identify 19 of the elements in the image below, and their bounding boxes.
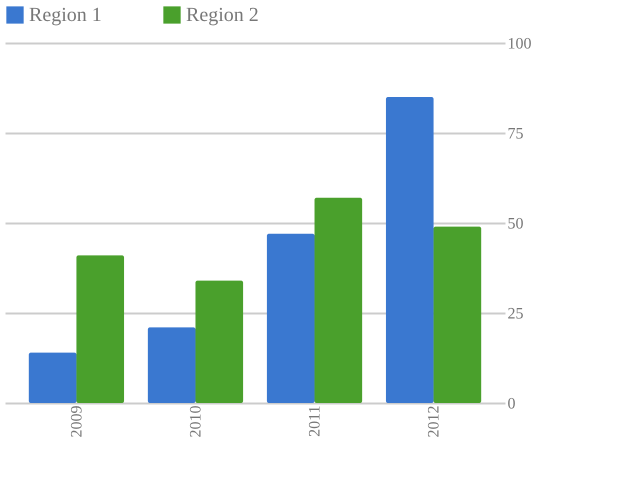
bar [148,327,196,403]
y-tick-label: 100 [508,36,532,52]
legend-label: Region 2 [186,4,259,26]
y-tick-label: 50 [508,216,524,232]
bar [266,234,315,403]
x-tick-label: 2012 [426,406,443,438]
bar [28,352,76,403]
bar [76,255,124,403]
y-tick-label: 75 [508,126,524,142]
bar [434,226,482,403]
x-tick-label: 2009 [68,406,86,438]
x-tick-label: 2010 [187,406,204,438]
y-tick-label: 0 [508,396,516,412]
legend-label: Region 1 [29,4,102,26]
bar [195,280,244,403]
bar [386,97,434,403]
x-tick-label: 2011 [306,406,324,437]
y-tick-label: 25 [508,306,524,322]
bar [314,198,362,403]
